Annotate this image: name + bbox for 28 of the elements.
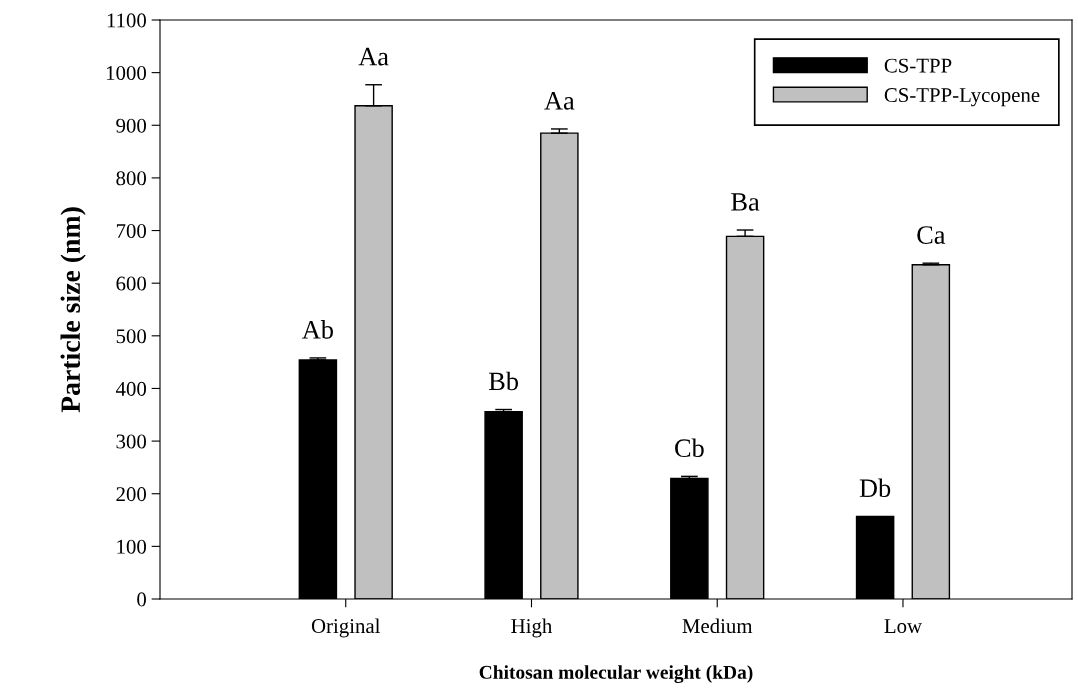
annotation: Db — [859, 478, 891, 498]
y-tick-label: 700 — [116, 223, 147, 238]
legend-label: CS-TPP-Lycopene — [884, 88, 1040, 107]
annotation: Bb — [488, 371, 519, 391]
y-tick-label: 200 — [116, 487, 147, 502]
y-axis-title: Particle size (nm) — [60, 207, 86, 413]
x-axis-title: Chitosan molecular weight (kDa) — [479, 665, 753, 683]
annotation: Ba — [731, 193, 760, 211]
y-tick-label: 100 — [117, 539, 147, 554]
annotation: Ab — [302, 320, 333, 339]
x-tick-label: High — [511, 618, 553, 638]
y-tick-label: 800 — [116, 171, 147, 186]
y-tick-label: 900 — [116, 118, 147, 133]
x-tick-label: Low — [884, 619, 922, 634]
annotation: Cb — [675, 438, 704, 458]
y-tick-label: 600 — [116, 276, 147, 291]
y-tick-label: 1000 — [106, 66, 147, 81]
y-tick-label: 1100 — [107, 13, 147, 28]
y-tick-label: 300 — [116, 434, 147, 449]
annotation: Aa — [544, 92, 575, 110]
y-tick-label: 0 — [137, 592, 147, 607]
y-tick-label: 400 — [115, 381, 147, 396]
annotation: Aa — [358, 47, 389, 66]
legend-label: CS-TPP — [884, 58, 952, 73]
y-tick-label: 500 — [116, 329, 147, 344]
x-tick-label: Original — [311, 618, 381, 638]
x-tick-label: Medium — [682, 618, 753, 634]
annotation: Ca — [917, 226, 946, 244]
